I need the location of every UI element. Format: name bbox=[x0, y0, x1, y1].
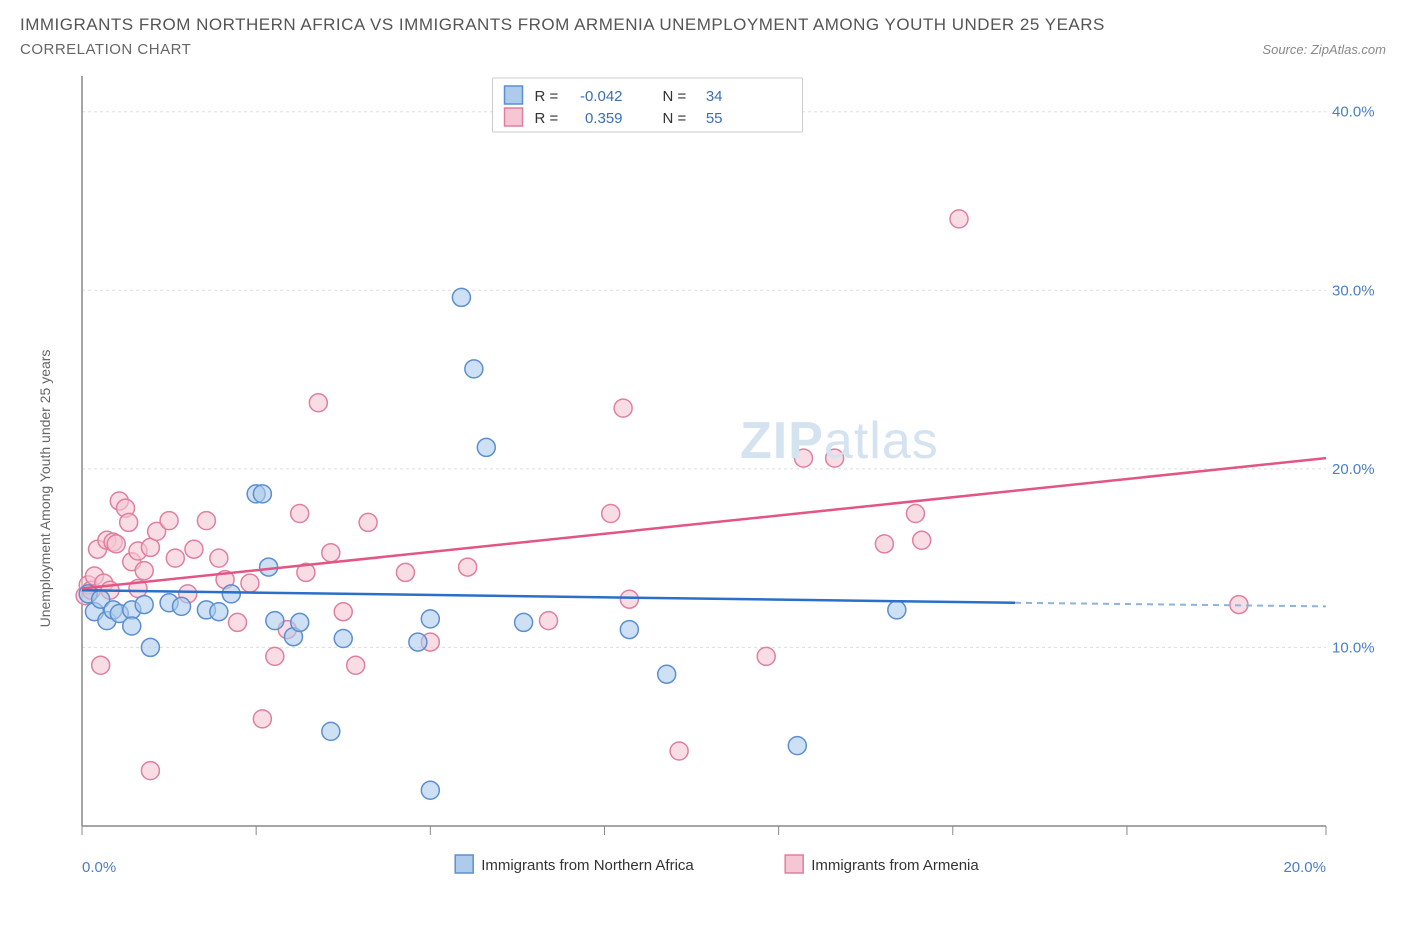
data-point bbox=[913, 531, 931, 549]
data-point bbox=[396, 563, 414, 581]
data-point bbox=[210, 603, 228, 621]
data-point bbox=[166, 549, 184, 567]
data-point bbox=[210, 549, 228, 567]
data-point bbox=[409, 633, 427, 651]
data-point bbox=[253, 710, 271, 728]
data-point bbox=[452, 288, 470, 306]
data-point bbox=[322, 544, 340, 562]
svg-text:0.0%: 0.0% bbox=[82, 859, 116, 876]
data-point bbox=[229, 613, 247, 631]
svg-text:20.0%: 20.0% bbox=[1332, 461, 1375, 478]
data-point bbox=[322, 722, 340, 740]
data-point bbox=[135, 562, 153, 580]
data-point bbox=[515, 613, 533, 631]
data-point bbox=[160, 512, 178, 530]
title-block: IMMIGRANTS FROM NORTHERN AFRICA VS IMMIG… bbox=[20, 15, 1386, 58]
svg-text:Immigrants from Armenia: Immigrants from Armenia bbox=[811, 857, 979, 874]
data-point bbox=[614, 399, 632, 417]
svg-text:34: 34 bbox=[706, 88, 723, 105]
data-point bbox=[658, 665, 676, 683]
chart-subtitle: CORRELATION CHART bbox=[20, 41, 191, 58]
source-label: Source: bbox=[1262, 42, 1307, 57]
data-point bbox=[309, 394, 327, 412]
data-point bbox=[291, 613, 309, 631]
svg-text:R =: R = bbox=[535, 110, 559, 127]
data-point bbox=[291, 505, 309, 523]
svg-text:20.0%: 20.0% bbox=[1283, 859, 1326, 876]
data-point bbox=[670, 742, 688, 760]
data-point bbox=[620, 590, 638, 608]
data-point bbox=[197, 512, 215, 530]
data-point bbox=[107, 535, 125, 553]
data-point bbox=[826, 449, 844, 467]
data-point bbox=[141, 638, 159, 656]
svg-text:Immigrants from Northern Afric: Immigrants from Northern Africa bbox=[481, 857, 694, 874]
chart-container: ZIPatlas 0.0%20.0%10.0%20.0%30.0%40.0%Un… bbox=[20, 66, 1386, 886]
data-point bbox=[421, 781, 439, 799]
svg-text:R =: R = bbox=[535, 88, 559, 105]
data-point bbox=[141, 762, 159, 780]
data-point bbox=[950, 210, 968, 228]
data-point bbox=[906, 505, 924, 523]
svg-text:0.359: 0.359 bbox=[585, 110, 623, 127]
source-name: ZipAtlas.com bbox=[1311, 42, 1386, 57]
data-point bbox=[795, 449, 813, 467]
svg-text:N =: N = bbox=[663, 110, 687, 127]
data-point bbox=[602, 505, 620, 523]
subtitle-row: CORRELATION CHART Source: ZipAtlas.com bbox=[20, 41, 1386, 58]
data-point bbox=[465, 360, 483, 378]
scatter-chart: 0.0% 20.0% 10.0% 20.0% 30.0% 40.0% Unemploymen… bbox=[20, 66, 1386, 886]
svg-text:N =: N = bbox=[663, 88, 687, 105]
svg-text:Unemployment Among Youth under: Unemployment Among Youth under 25 years bbox=[37, 350, 53, 628]
svg-text:55: 55 bbox=[706, 110, 723, 127]
data-point bbox=[266, 612, 284, 630]
svg-text:-0.042: -0.042 bbox=[580, 88, 623, 105]
data-point bbox=[334, 630, 352, 648]
data-point bbox=[788, 737, 806, 755]
data-point bbox=[120, 513, 138, 531]
data-point bbox=[135, 596, 153, 614]
data-point bbox=[620, 621, 638, 639]
data-point bbox=[459, 558, 477, 576]
data-point bbox=[888, 601, 906, 619]
data-point bbox=[222, 585, 240, 603]
svg-text:40.0%: 40.0% bbox=[1332, 104, 1375, 121]
data-point bbox=[241, 574, 259, 592]
data-point bbox=[540, 612, 558, 630]
data-point bbox=[173, 597, 191, 615]
data-point bbox=[347, 656, 365, 674]
data-point bbox=[253, 485, 271, 503]
data-point bbox=[141, 538, 159, 556]
data-point bbox=[757, 647, 775, 665]
source-attribution: Source: ZipAtlas.com bbox=[1262, 42, 1386, 57]
data-point bbox=[334, 603, 352, 621]
svg-text:10.0%: 10.0% bbox=[1332, 639, 1375, 656]
data-point bbox=[875, 535, 893, 553]
data-point bbox=[359, 513, 377, 531]
data-point bbox=[477, 438, 495, 456]
data-point bbox=[421, 610, 439, 628]
data-point bbox=[123, 617, 141, 635]
data-point bbox=[92, 656, 110, 674]
svg-text:30.0%: 30.0% bbox=[1332, 282, 1375, 299]
data-point bbox=[266, 647, 284, 665]
data-point bbox=[185, 540, 203, 558]
chart-title: IMMIGRANTS FROM NORTHERN AFRICA VS IMMIG… bbox=[20, 15, 1386, 35]
